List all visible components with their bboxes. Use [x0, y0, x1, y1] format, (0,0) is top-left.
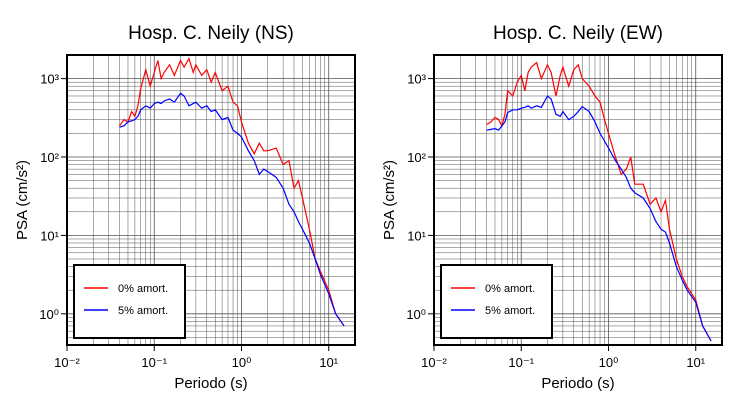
series-line	[119, 92, 345, 327]
y-axis-label: PSA (cm/s²)	[381, 160, 398, 240]
x-tick-label: 10⁻¹	[508, 355, 534, 370]
y-tick-label: 10¹	[40, 228, 59, 243]
series-line	[486, 61, 712, 342]
x-axis-label: Periodo (s)	[174, 375, 247, 392]
chart-title: Hosp. C. Neily (NS)	[128, 23, 294, 44]
y-tick-label: 10⁰	[406, 307, 426, 322]
legend-label: 0% amort.	[118, 283, 168, 295]
legend-box	[440, 264, 553, 339]
chart-title: Hosp. C. Neily (EW)	[493, 23, 663, 44]
y-axis-label: PSA (cm/s²)	[14, 160, 31, 240]
series-line	[486, 95, 712, 342]
y-tick-label: 10¹	[407, 228, 426, 243]
x-tick-label: 10⁰	[599, 355, 619, 370]
legend-box	[73, 264, 186, 339]
y-tick-label: 10⁰	[39, 307, 59, 322]
x-tick-label: 10⁰	[232, 355, 252, 370]
y-tick-label: 10²	[407, 150, 426, 165]
legend-label: 5% amort.	[485, 305, 535, 317]
x-tick-label: 10¹	[319, 355, 338, 370]
x-axis-label: Periodo (s)	[541, 375, 614, 392]
chart: 10⁻² 10⁻¹ 10⁰ 10¹ 10⁰ 10¹ 10² 10³ Hosp. C. Neily…	[381, 23, 723, 392]
legend-label: 5% amort.	[118, 305, 168, 317]
x-tick-label: 10⁻¹	[141, 355, 167, 370]
y-tick-label: 10³	[407, 72, 426, 87]
x-tick-label: 10¹	[686, 355, 705, 370]
plot-frame	[66, 54, 356, 346]
legend-label: 0% amort.	[485, 283, 535, 295]
y-tick-label: 10³	[40, 72, 59, 87]
chart: 10⁻² 10⁻¹ 10⁰ 10¹ 10⁰ 10¹ 10² 10³ Hosp. C. Neily…	[14, 23, 356, 392]
series-line	[119, 57, 345, 327]
x-tick-label: 10⁻²	[421, 355, 447, 370]
y-tick-label: 10²	[40, 150, 59, 165]
plot-frame	[433, 54, 723, 346]
x-tick-label: 10⁻²	[54, 355, 80, 370]
